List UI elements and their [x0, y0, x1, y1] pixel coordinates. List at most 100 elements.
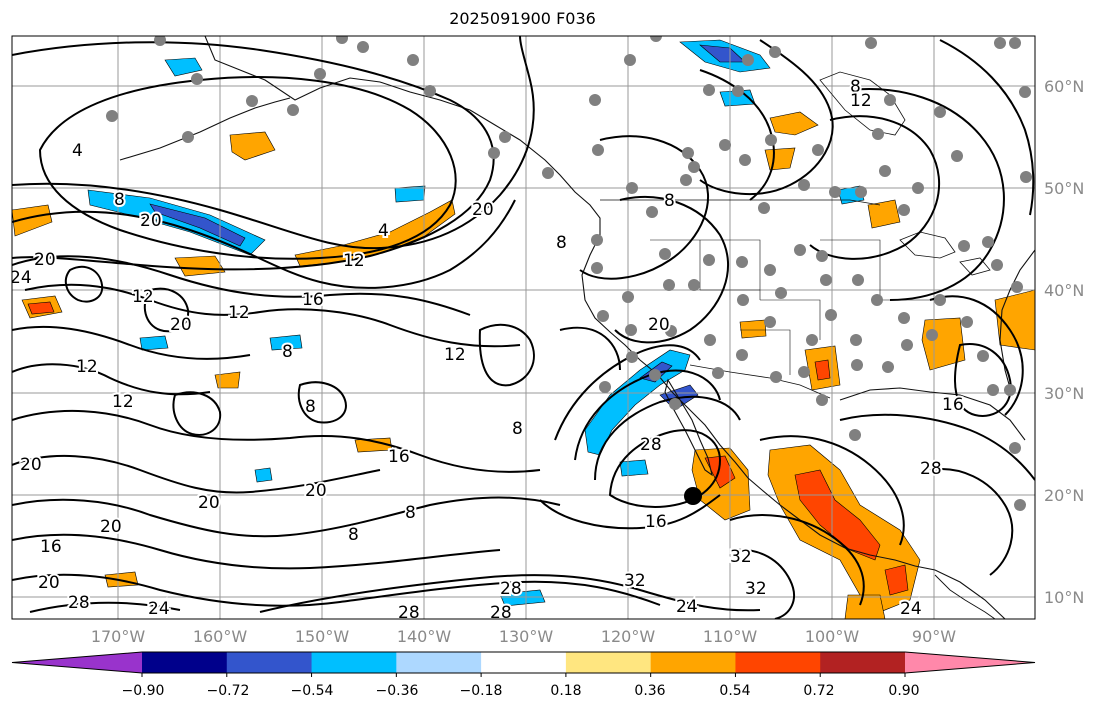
contour-label: 20 [140, 211, 162, 231]
map-title: 2025091900 F036 [449, 9, 596, 28]
colorbar-segment [142, 652, 228, 673]
positive-shading [174, 255, 226, 277]
colorbar-tick-label: −0.36 [375, 683, 419, 699]
negative-shading [254, 467, 273, 483]
contour-label: 28 [640, 435, 662, 455]
lon-label: 160°W [192, 627, 248, 646]
colorbar-extend-min [12, 652, 142, 673]
colorbar-segment [565, 652, 652, 673]
positive-shading [739, 319, 767, 339]
contour-label: 8 [664, 191, 675, 211]
positive-shading [844, 594, 886, 619]
central-america [934, 574, 996, 619]
storm-center-marker [684, 487, 702, 505]
contour-label: 8 [282, 342, 293, 362]
colorbar-tick-label: 0.54 [719, 683, 751, 699]
colorbar-segment [396, 652, 482, 673]
contour-label: 20 [100, 517, 122, 537]
positive-shading [794, 469, 881, 561]
lon-label: 140°W [396, 627, 452, 646]
colorbar-tick-label: 0.90 [888, 683, 920, 699]
contour-label: 4 [378, 221, 389, 241]
contour-label: 20 [305, 481, 327, 501]
state-lines [650, 239, 940, 375]
contour-label: 28 [398, 603, 420, 623]
contour-label: 20 [472, 200, 494, 220]
colorbar-segment [311, 652, 397, 673]
contour-label: 16 [302, 290, 324, 310]
contour-label: 8 [405, 503, 416, 523]
contour-label: 20 [38, 573, 60, 593]
contour-label: 32 [624, 571, 646, 591]
contour-label: 24 [10, 268, 32, 288]
contour-label: 16 [388, 447, 410, 467]
colorbar-segment [650, 652, 736, 673]
positive-shading [12, 204, 53, 237]
negative-shading [269, 334, 303, 351]
contour-label: 20 [170, 315, 192, 335]
colorbar-tick-label: −0.18 [459, 683, 503, 699]
canada-border [600, 199, 881, 206]
colorbar-segment [820, 652, 906, 673]
contour-label: 28 [68, 593, 90, 613]
colorbar-tick-label: 0.36 [634, 683, 666, 699]
colorbar-segment [226, 652, 313, 673]
contour-label: 8 [305, 397, 316, 417]
lat-label: 50°N [1044, 179, 1085, 198]
lon-label: 170°W [90, 627, 146, 646]
contour-label: 8 [850, 77, 861, 97]
lat-label: 30°N [1044, 384, 1085, 403]
contour-label: 16 [942, 395, 964, 415]
lon-label: 100°W [804, 627, 860, 646]
contour-label: 28 [920, 459, 942, 479]
lon-label: 150°W [294, 627, 350, 646]
lat-label: 20°N [1044, 486, 1085, 505]
contour-label: 20 [648, 315, 670, 335]
lon-label: 120°W [600, 627, 656, 646]
positive-shading [814, 359, 831, 381]
negative-shading [619, 459, 649, 477]
map-plot-area: 4 4 8 8 8 8 8 8 8 8 8 12 12 12 12 12 12 … [10, 36, 1035, 623]
map-frame [11, 35, 1036, 620]
colorbar-segment [735, 652, 821, 673]
contour-label: 12 [76, 357, 98, 377]
contour-label: 8 [114, 190, 125, 210]
contour-lines [12, 36, 1035, 619]
contour-label: 16 [40, 537, 62, 557]
positive-shading [764, 147, 796, 171]
positive-shading [214, 371, 241, 389]
contour-label: 32 [745, 579, 767, 599]
positive-shading [769, 111, 819, 136]
contour-label: 24 [676, 597, 698, 617]
contour-label: 12 [444, 345, 466, 365]
contour-label: 12 [228, 303, 250, 323]
contour-label: 20 [198, 493, 220, 513]
shaded-field-layer [12, 39, 1035, 619]
lat-label: 60°N [1044, 77, 1085, 96]
negative-shading [149, 203, 246, 247]
positive-shading [994, 289, 1035, 351]
lat-label: 40°N [1044, 281, 1085, 300]
contour-label: 8 [348, 525, 359, 545]
contour-label: 32 [730, 547, 752, 567]
contour-label: 12 [343, 251, 365, 271]
colorbar-segment [481, 652, 567, 673]
lat-label: 10°N [1044, 588, 1085, 607]
east-coast [999, 249, 1035, 396]
negative-shading [164, 57, 203, 77]
colorbar-extend-max [905, 652, 1035, 673]
negative-shading [499, 589, 546, 607]
lon-label: 130°W [498, 627, 554, 646]
positive-shading [27, 301, 55, 315]
contour-label: 28 [490, 603, 512, 623]
contour-label: 8 [556, 233, 567, 253]
colorbar-tick-label: 0.18 [550, 683, 582, 699]
alaska-coast [204, 36, 1006, 619]
positive-shading [229, 131, 276, 161]
positive-shading [867, 199, 901, 229]
contour-label: 24 [148, 599, 170, 619]
station-markers [106, 36, 1032, 511]
positive-shading [884, 564, 909, 596]
contour-label: 12 [132, 287, 154, 307]
